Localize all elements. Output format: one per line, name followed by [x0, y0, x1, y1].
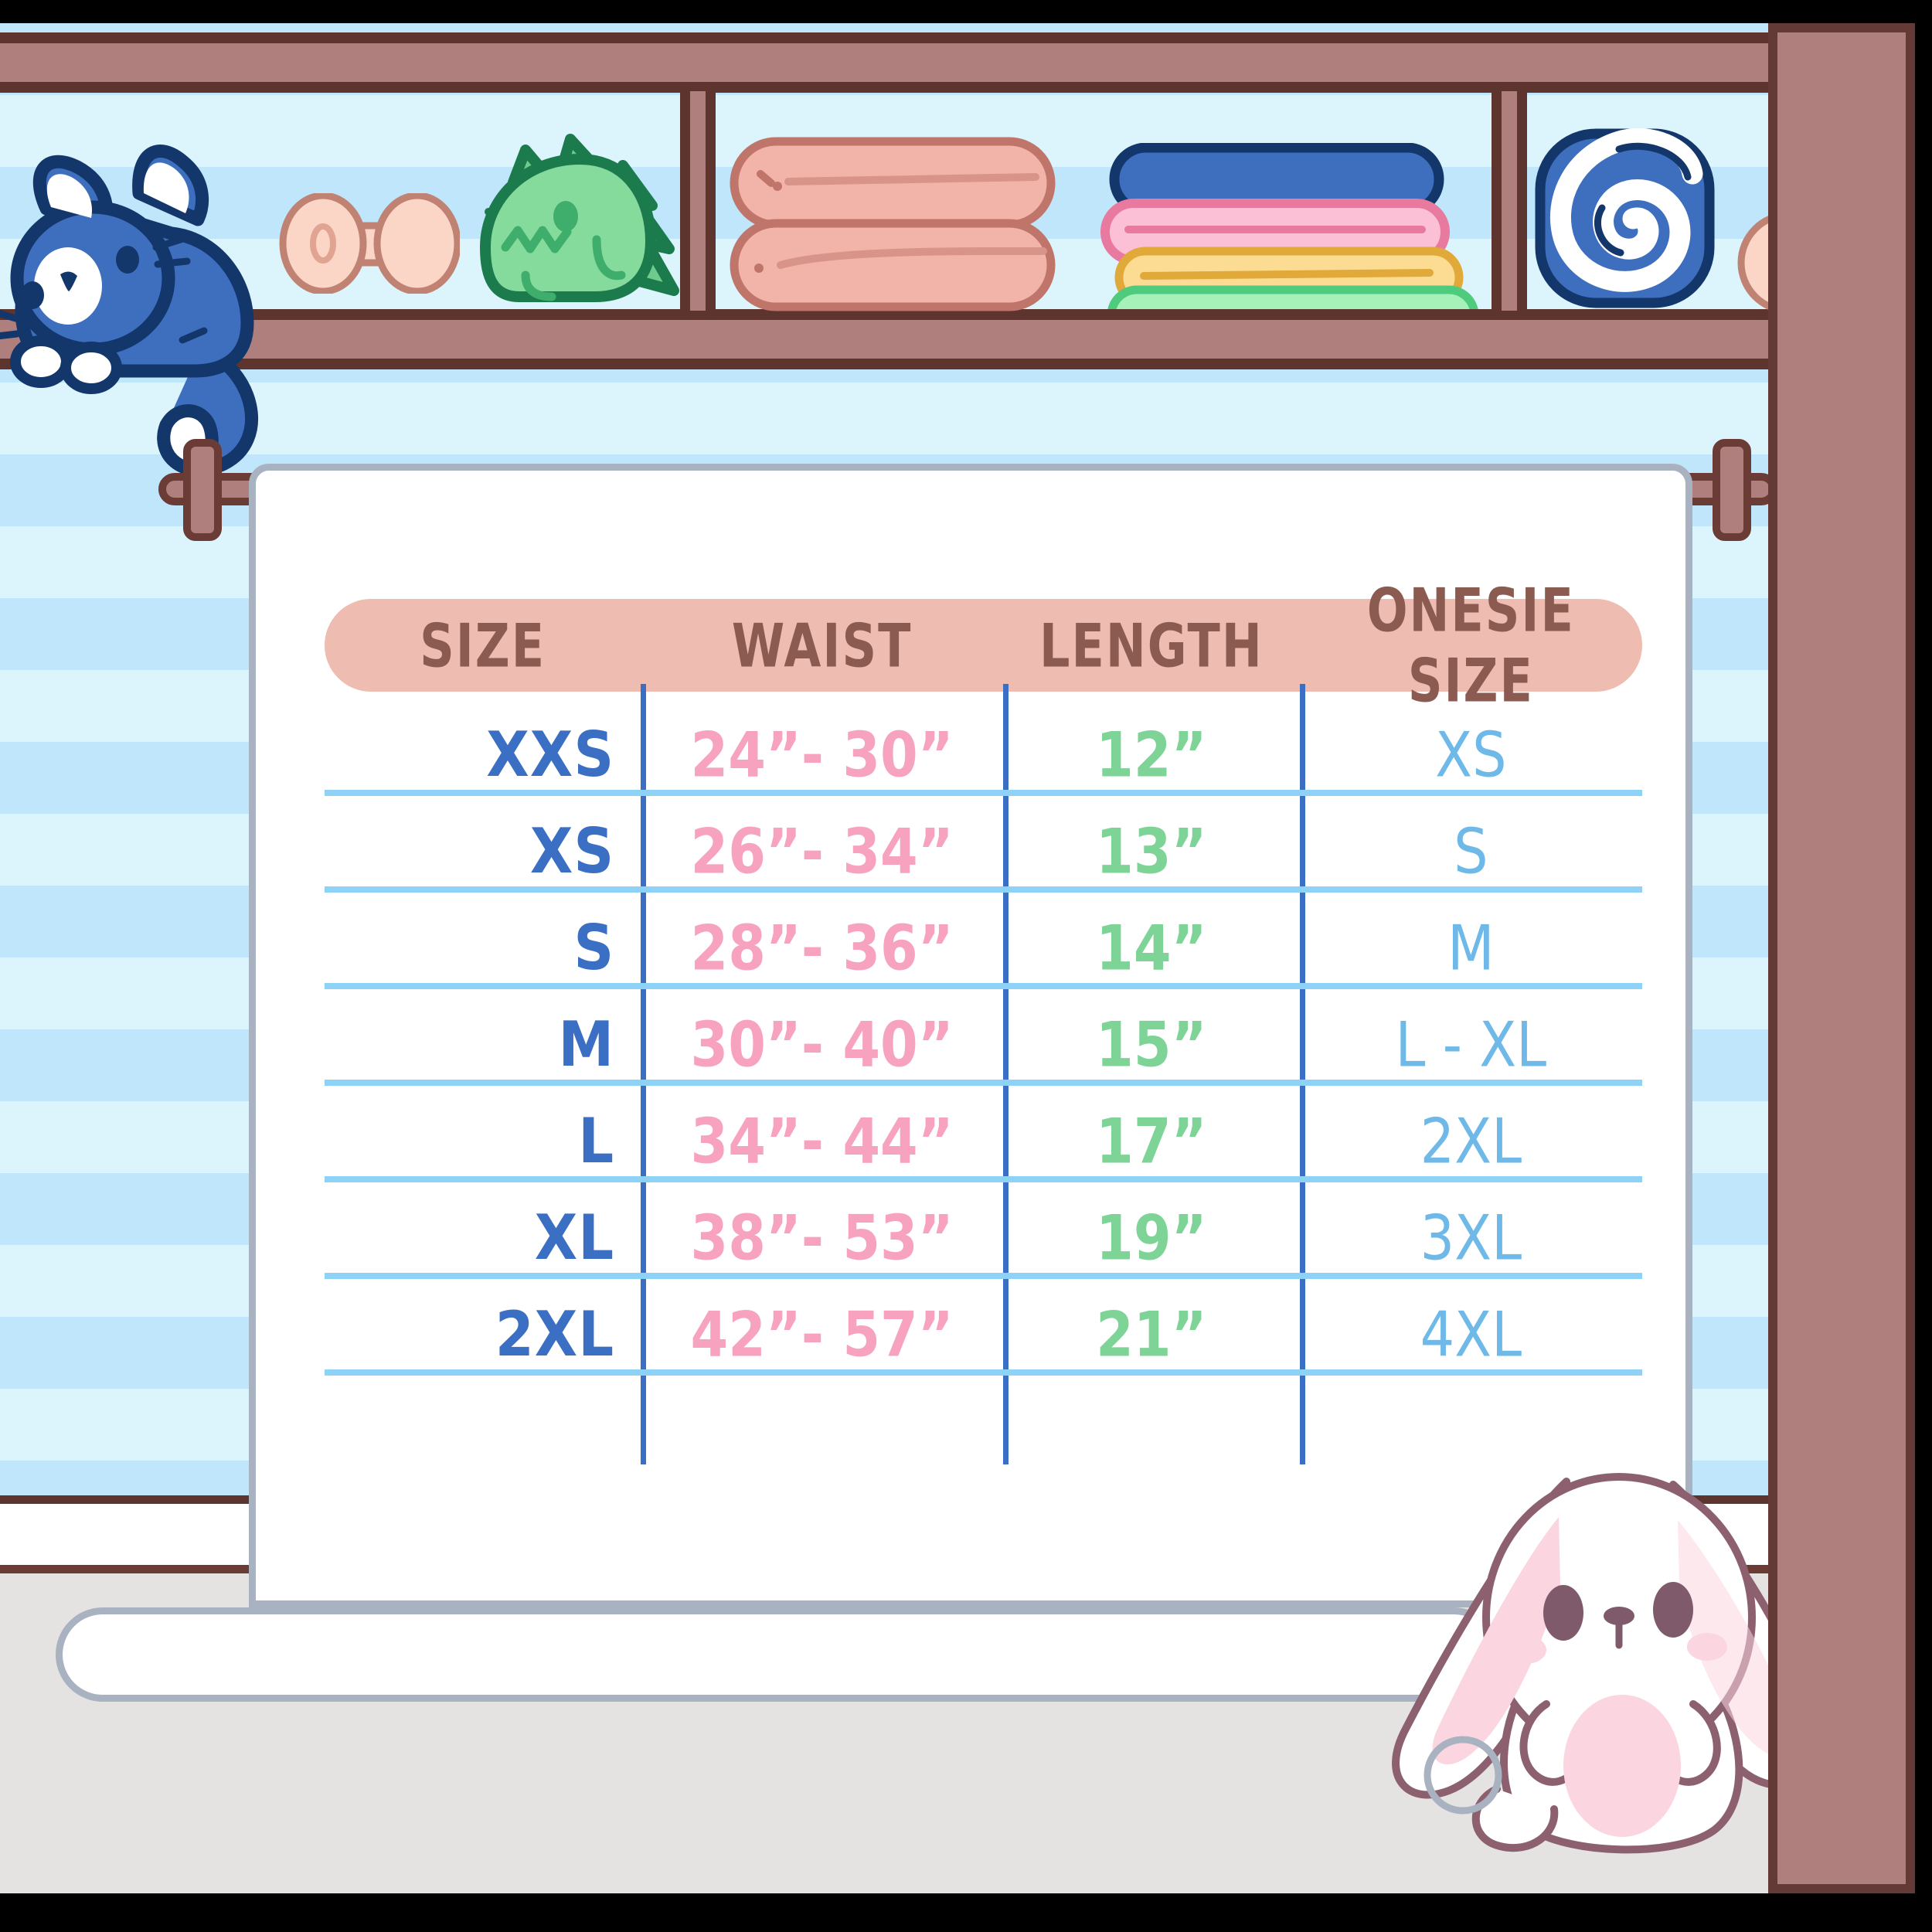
cell-length: 19” [1096, 1201, 1207, 1274]
cell-size: 2XL [495, 1297, 615, 1370]
rod-end-cap-left [183, 439, 222, 541]
dinosaur-plush-icon [479, 131, 711, 317]
cell-size: XS [529, 814, 615, 887]
shelf-bottom-rail [0, 309, 1785, 369]
paper-bottom-roll [56, 1607, 1501, 1702]
cell-waist: 42”- 57” [690, 1298, 954, 1371]
table-row: XL 38”- 53” 19” 3XL [325, 1182, 1642, 1279]
table-row: S 28”- 36” 14” M [325, 893, 1642, 989]
size-chart-table: SIZE WAIST LENGTH ONESIE SIZE XXS 24”- 3… [325, 575, 1642, 1488]
cell-size: L [578, 1104, 615, 1177]
folded-towels-pink-icon [726, 135, 1059, 313]
folded-clothes-stack-icon [1082, 142, 1492, 345]
table-body: XXS 24”- 30” 12” XS XS 26”- 34” 13” S S … [325, 684, 1642, 1464]
cell-waist: 24”- 30” [690, 718, 954, 791]
cell-length: 17” [1096, 1104, 1207, 1178]
shelf-divider-2 [1492, 91, 1527, 311]
cell-waist: 26”- 34” [690, 815, 954, 888]
shelf-divider-1 [680, 91, 716, 311]
cell-waist: 30”- 40” [690, 1008, 954, 1081]
cell-onesie: 3XL [1420, 1201, 1522, 1274]
cell-size: XXS [486, 717, 615, 791]
table-row: XS 26”- 34” 13” S [325, 796, 1642, 893]
cell-onesie: S [1454, 815, 1488, 888]
cat-plush-icon [0, 116, 317, 477]
column-divider-1 [641, 684, 647, 1464]
cell-onesie: XS [1435, 718, 1507, 791]
column-header-size: SIZE [420, 610, 546, 681]
table-row: L 34”- 44” 17” 2XL [325, 1086, 1642, 1182]
cell-length: 12” [1096, 718, 1207, 791]
column-divider-2 [1003, 684, 1009, 1464]
rod-end-cap-right [1713, 439, 1751, 541]
cell-length: 21” [1096, 1298, 1207, 1371]
cell-size: S [573, 910, 615, 984]
column-header-waist: WAIST [731, 610, 913, 681]
cell-length: 15” [1096, 1008, 1207, 1081]
cell-length: 14” [1096, 911, 1207, 985]
cell-onesie: M [1447, 911, 1495, 985]
table-row: M 30”- 40” 15” L - XL [325, 989, 1642, 1086]
pacifier-toy-icon [278, 192, 461, 295]
cell-onesie: 2XL [1420, 1104, 1522, 1178]
cell-waist: 34”- 44” [690, 1104, 954, 1178]
rolled-towel-swirl-icon [1534, 128, 1716, 309]
cell-onesie: L - XL [1395, 1008, 1547, 1081]
table-row: XXS 24”- 30” 12” XS [325, 699, 1642, 796]
column-header-length: LENGTH [1039, 610, 1264, 681]
table-header-bar: SIZE WAIST LENGTH ONESIE SIZE [325, 575, 1642, 716]
cell-waist: 28”- 36” [690, 911, 954, 985]
column-divider-3 [1299, 684, 1305, 1464]
cell-onesie: 4XL [1420, 1298, 1522, 1371]
table-row: 2XL 42”- 57” 21” 4XL [325, 1279, 1642, 1376]
cell-size: M [558, 1007, 615, 1080]
frame-right-column [1768, 23, 1915, 1893]
bunny-plush-icon [1364, 1426, 1866, 1889]
cell-waist: 38”- 53” [690, 1201, 954, 1274]
shelf-top-rail [0, 32, 1785, 93]
cell-size: XL [534, 1200, 615, 1274]
cell-length: 13” [1096, 815, 1207, 888]
column-header-onesie: ONESIE SIZE [1366, 574, 1575, 716]
